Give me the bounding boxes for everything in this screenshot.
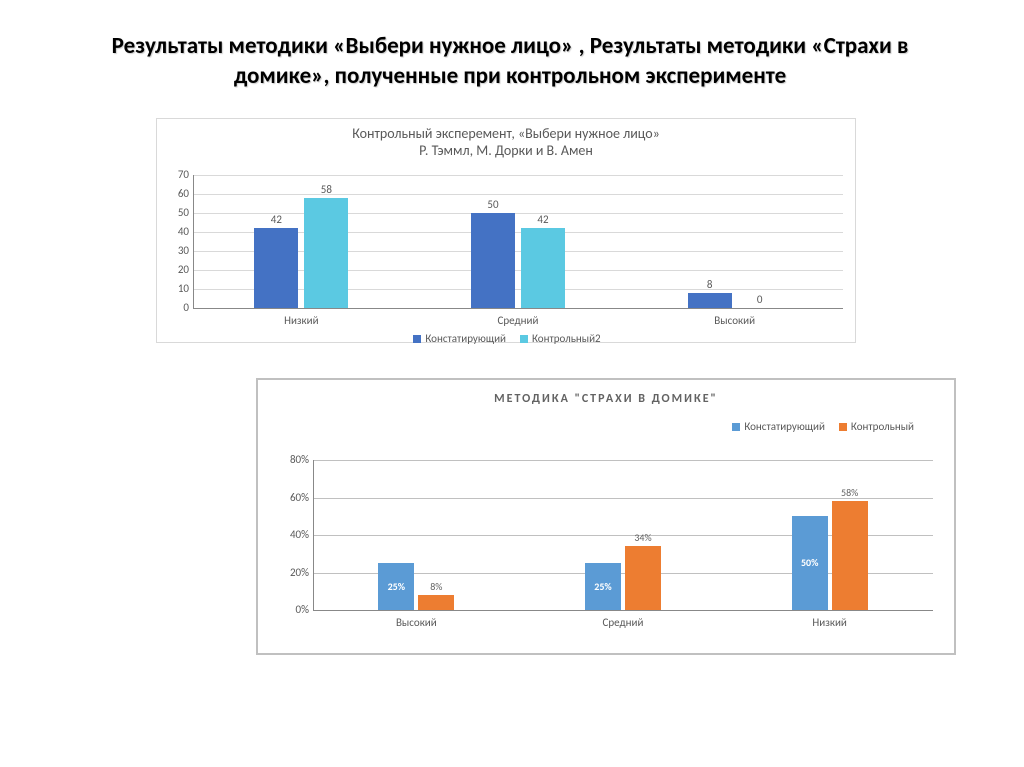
legend-swatch <box>520 335 528 343</box>
grid-line <box>193 194 843 195</box>
chart-1-title-line2: Р. Тэммл, М. Дорки и В. Амен <box>157 142 855 159</box>
bar-label: 42 <box>521 213 565 226</box>
bar <box>625 546 661 610</box>
bar <box>418 595 454 610</box>
grid-line <box>313 460 933 461</box>
bar <box>471 213 515 308</box>
y-axis <box>313 460 314 610</box>
chart-1-title-line1: Контрольный эксперемент, «Выбери нужное … <box>157 125 855 142</box>
chart-2: МЕТОДИКА "СТРАХИ В ДОМИКЕ" Констатирующи… <box>256 378 956 655</box>
x-tick-label: Средний <box>410 314 627 327</box>
chart-1-plot-area: 42 58 50 42 80 <box>193 175 843 308</box>
y-tick-label: 20 <box>159 263 189 276</box>
bar-label: 25% <box>585 580 621 593</box>
legend-item: Контрольный <box>839 420 914 433</box>
bar-label: 50% <box>792 556 828 569</box>
chart-2-title: МЕТОДИКА "СТРАХИ В ДОМИКЕ" <box>258 392 954 406</box>
legend-label: Контрольный2 <box>532 332 601 345</box>
x-tick-label: Средний <box>520 616 727 629</box>
y-tick-label: 20% <box>279 566 309 579</box>
bar <box>521 228 565 308</box>
x-tick-label: Высокий <box>313 616 520 629</box>
bar <box>688 293 732 308</box>
chart-1: Контрольный эксперемент, «Выбери нужное … <box>156 118 856 343</box>
legend-swatch <box>732 423 740 431</box>
chart-1-legend: Констатирующий Контрольный2 <box>157 332 857 345</box>
bar <box>304 198 348 308</box>
bar-label: 58 <box>304 183 348 196</box>
y-tick-label: 40% <box>279 528 309 541</box>
y-tick-label: 80% <box>279 453 309 466</box>
y-tick-label: 60% <box>279 491 309 504</box>
bar-label: 34% <box>625 531 661 544</box>
y-tick-label: 0% <box>279 603 309 616</box>
x-tick-label: Высокий <box>626 314 843 327</box>
legend-item: Констатирующий <box>732 420 825 433</box>
legend-swatch <box>413 335 421 343</box>
legend-label: Констатирующий <box>425 332 506 345</box>
y-tick-label: 40 <box>159 225 189 238</box>
y-tick-label: 30 <box>159 244 189 257</box>
bar <box>832 501 868 610</box>
x-axis <box>313 610 933 611</box>
legend-label: Контрольный <box>851 420 914 433</box>
legend-item: Контрольный2 <box>520 332 601 345</box>
y-tick-label: 60 <box>159 187 189 200</box>
x-tick-label: Низкий <box>726 616 933 629</box>
chart-2-plot-area: 25% 8% 25% 34% 50% 58% <box>313 460 933 610</box>
bar-label: 8% <box>418 580 454 593</box>
y-tick-label: 10 <box>159 282 189 295</box>
chart-2-legend: Констатирующий Контрольный <box>732 420 914 433</box>
bar-label: 25% <box>378 580 414 593</box>
x-tick-label: Низкий <box>193 314 410 327</box>
bar-label: 8 <box>688 278 732 291</box>
bar-label: 0 <box>738 293 782 306</box>
slide-title: Результаты методики «Выбери нужное лицо»… <box>70 32 950 92</box>
y-axis <box>193 175 194 308</box>
bar <box>254 228 298 308</box>
chart-1-title: Контрольный эксперемент, «Выбери нужное … <box>157 125 855 159</box>
grid-line <box>193 175 843 176</box>
legend-swatch <box>839 423 847 431</box>
bar-label: 42 <box>254 213 298 226</box>
bar-label: 58% <box>832 486 868 499</box>
y-tick-label: 50 <box>159 206 189 219</box>
bar-label: 50 <box>471 198 515 211</box>
y-tick-label: 0 <box>159 301 189 314</box>
x-axis <box>193 308 843 309</box>
y-tick-label: 70 <box>159 168 189 181</box>
legend-item: Констатирующий <box>413 332 506 345</box>
legend-label: Констатирующий <box>744 420 825 433</box>
